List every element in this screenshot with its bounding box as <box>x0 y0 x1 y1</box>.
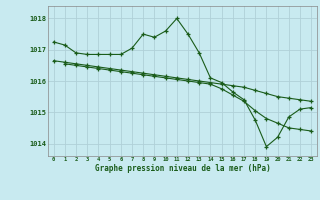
X-axis label: Graphe pression niveau de la mer (hPa): Graphe pression niveau de la mer (hPa) <box>94 164 270 173</box>
